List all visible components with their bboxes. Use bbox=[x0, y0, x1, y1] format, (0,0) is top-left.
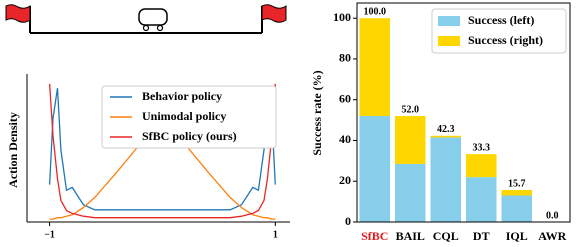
flag bbox=[6, 5, 30, 23]
x-tick-label: 1 bbox=[273, 229, 278, 240]
y-tick-label: 40 bbox=[339, 132, 351, 146]
cart bbox=[139, 9, 167, 25]
y-tick-label: 0 bbox=[345, 214, 351, 228]
bar-segment bbox=[501, 196, 532, 222]
bar-segment bbox=[430, 137, 461, 222]
y-tick-label: 100 bbox=[333, 10, 351, 24]
bar-segment bbox=[501, 190, 532, 196]
y-tick-label: 20 bbox=[339, 173, 351, 187]
bar-segment bbox=[359, 18, 390, 116]
bar-segment bbox=[466, 177, 497, 222]
x-tick-label: IQL bbox=[506, 229, 528, 243]
y-tick-label: 60 bbox=[339, 91, 351, 105]
bar-segment bbox=[430, 136, 461, 138]
legend-label: SfBC policy (ours) bbox=[142, 129, 237, 143]
x-tick-label: −1 bbox=[44, 229, 55, 240]
total-label: 100.0 bbox=[364, 6, 387, 17]
total-label: 33.3 bbox=[473, 142, 491, 153]
bar-segment bbox=[359, 116, 390, 222]
total-label: 42.3 bbox=[437, 124, 455, 135]
total-label: 52.0 bbox=[402, 104, 420, 115]
x-tick-label: AWR bbox=[538, 229, 566, 243]
y-axis-label: Success rate (%) bbox=[310, 70, 324, 155]
total-label: 0.0 bbox=[546, 210, 559, 221]
legend-label: Unimodal policy bbox=[142, 109, 226, 123]
legend-swatch bbox=[438, 16, 460, 26]
x-tick-label: DT bbox=[473, 229, 490, 243]
legend-label: Behavior policy bbox=[142, 89, 222, 103]
x-tick-label: BAIL bbox=[396, 229, 425, 243]
legend-label: Success (right) bbox=[468, 33, 543, 47]
y-tick-label: 80 bbox=[339, 51, 351, 65]
x-tick-label: CQL bbox=[433, 229, 459, 243]
bar-segment bbox=[395, 116, 426, 164]
figure: Action Density Success rate (%) −1 1 Behav… bbox=[0, 0, 577, 247]
legend-label: Success (left) bbox=[468, 13, 534, 27]
track-diagram bbox=[6, 5, 286, 33]
wheel bbox=[144, 26, 149, 31]
legend-swatch bbox=[438, 36, 460, 46]
x-tick-label: SfBC bbox=[361, 229, 388, 243]
total-label: 15.7 bbox=[508, 178, 526, 189]
flag bbox=[262, 5, 286, 23]
wheel bbox=[158, 26, 163, 31]
bar-segment bbox=[466, 154, 497, 177]
y-axis-label: Action Density bbox=[6, 112, 20, 188]
bar-segment bbox=[395, 164, 426, 222]
